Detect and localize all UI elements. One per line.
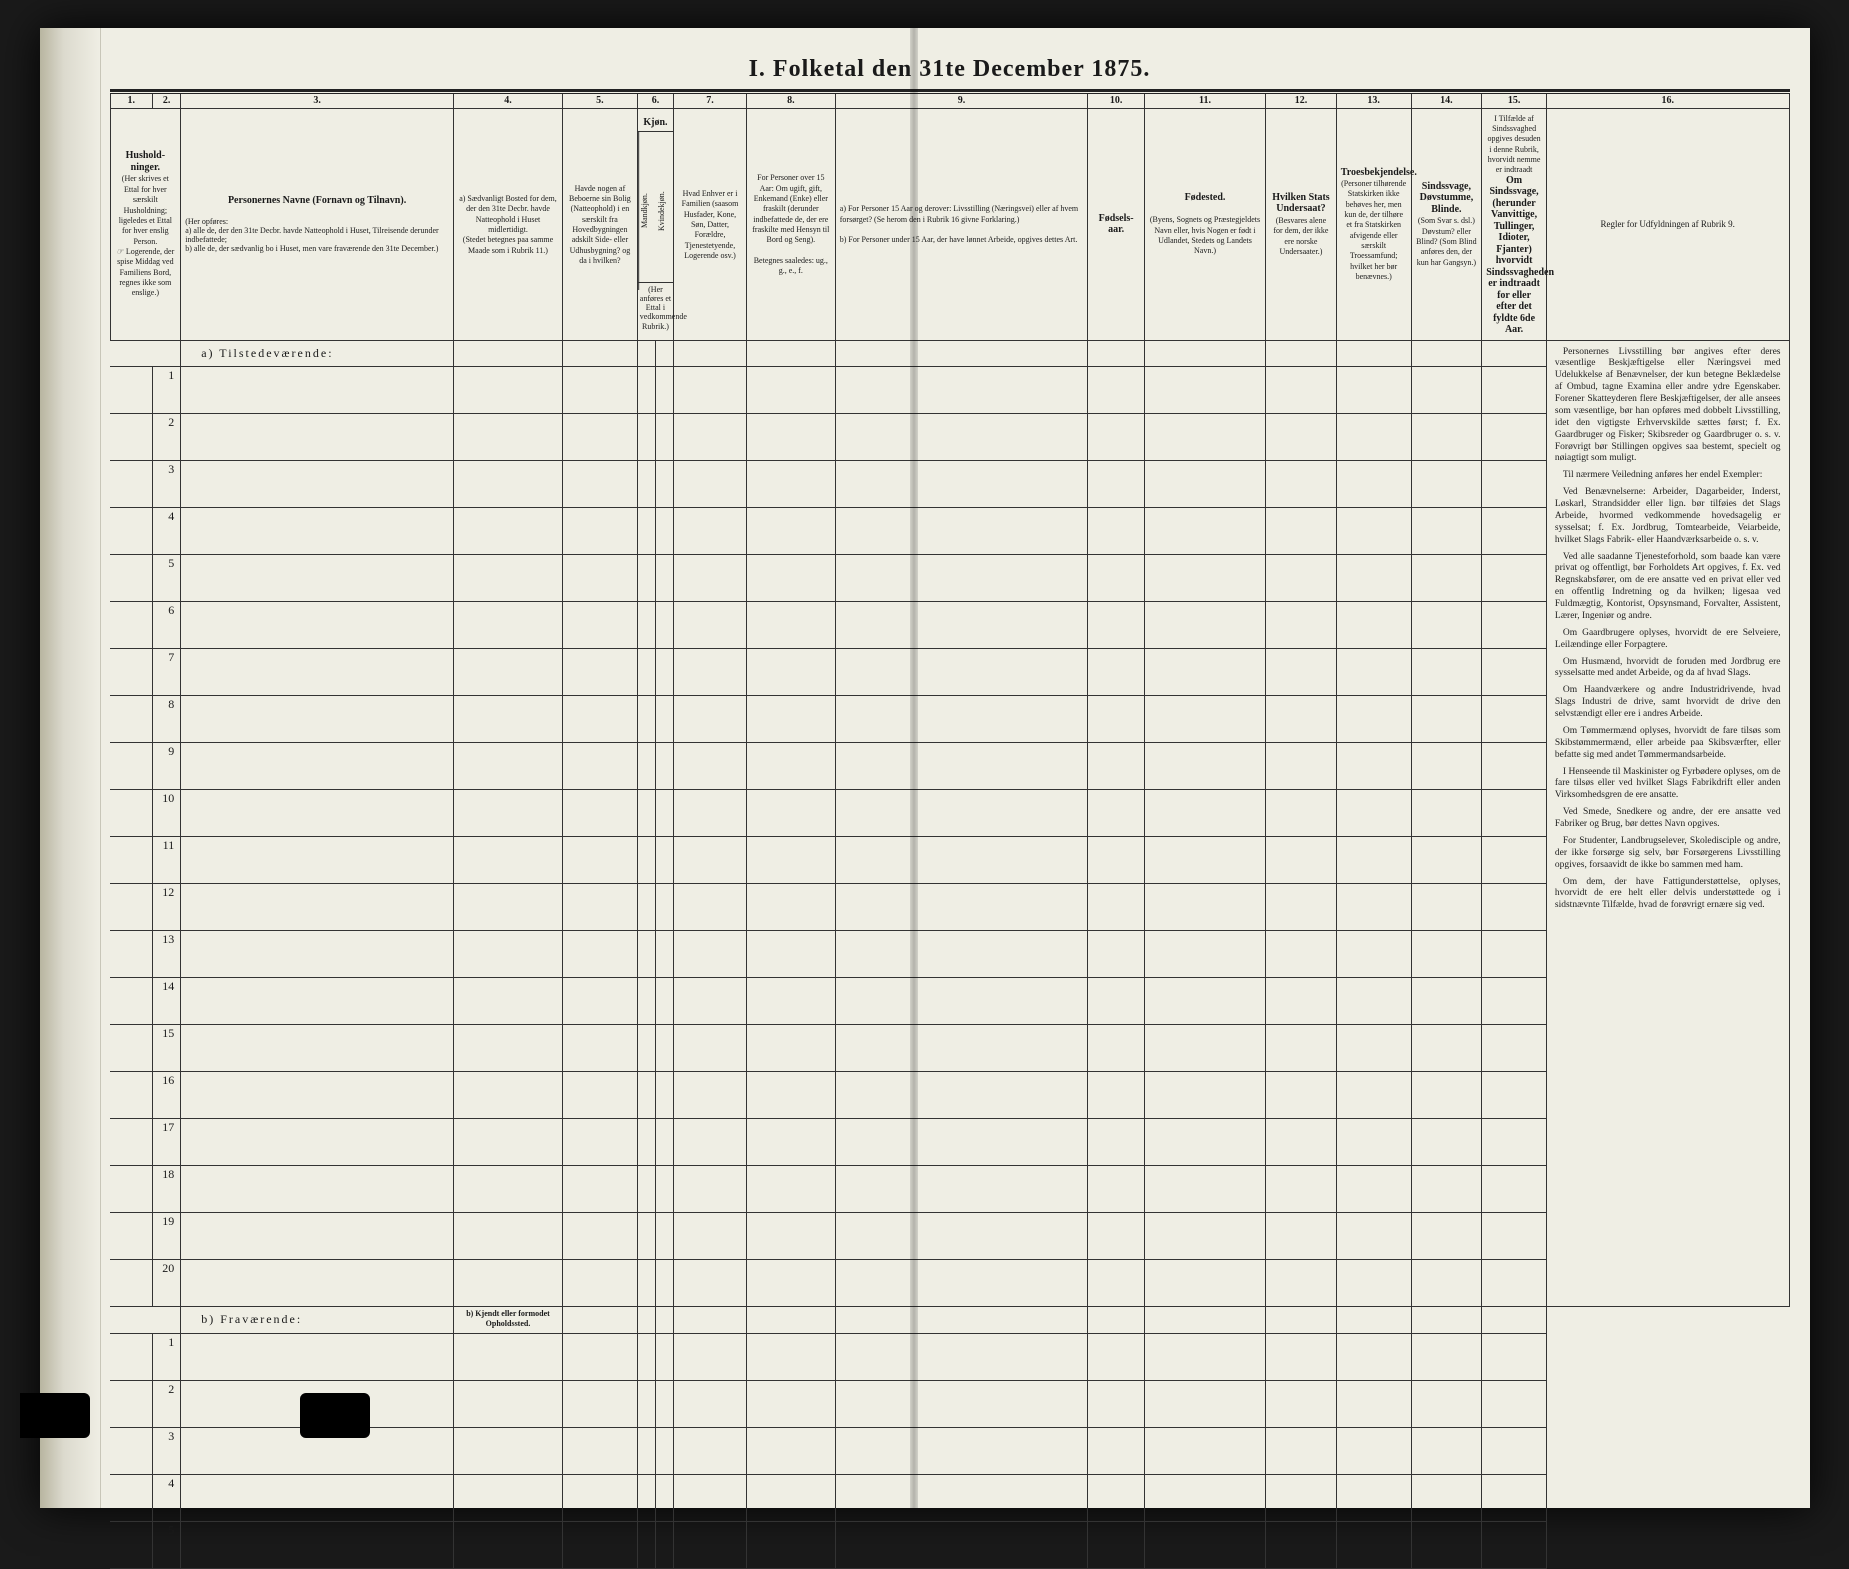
row-b-5: 5 — [110, 1522, 1789, 1569]
section-b-label-row: b) Fraværende:b) Kjendt eller formodet O… — [110, 1307, 1789, 1334]
hdr-16: Regler for Udfyldningen af Rubrik 9. — [1546, 108, 1789, 340]
colnum-14: 14. — [1411, 94, 1482, 108]
colnum-8: 8. — [746, 94, 835, 108]
colnum-6: 6. — [637, 94, 673, 108]
hdr-3: Personernes Navne (Fornavn og Tilnavn). … — [181, 108, 454, 340]
colnum-3: 3. — [181, 94, 454, 108]
book-spine — [910, 28, 918, 1508]
row-a-15: 15 — [110, 1025, 1789, 1072]
hdr-5: Havde nogen af Beboerne sin Bolig (Natte… — [563, 108, 638, 340]
colnum-13: 13. — [1336, 94, 1411, 108]
row-a-3: 3 — [110, 461, 1789, 508]
row-a-7: 7 — [110, 649, 1789, 696]
hdr-13: Troesbekjendelse. (Personer tilhørende S… — [1336, 108, 1411, 340]
hdr-10: Fødsels-aar. — [1088, 108, 1145, 340]
census-table: 1.2.3.4.5.6.7.8.9.10.11.12.13.14.15.16. … — [110, 94, 1790, 1569]
row-a-5: 5 — [110, 555, 1789, 602]
row-a-10: 10 — [110, 790, 1789, 837]
colnum-7: 7. — [674, 94, 747, 108]
colnum-1: 1. — [110, 94, 152, 108]
row-a-6: 6 — [110, 602, 1789, 649]
row-a-8: 8 — [110, 696, 1789, 743]
column-number-row: 1.2.3.4.5.6.7.8.9.10.11.12.13.14.15.16. — [110, 94, 1789, 108]
colnum-9: 9. — [835, 94, 1088, 108]
colnum-10: 10. — [1088, 94, 1145, 108]
hdr-11: Fødested. (Byens, Sognets og Præstegjeld… — [1144, 108, 1265, 340]
hdr-8: For Personer over 15 Aar: Om ugift, gift… — [746, 108, 835, 340]
hdr-12: Hvilken Stats Undersaat? (Besvares alene… — [1266, 108, 1337, 340]
book-spread: I. Folketal den 31te December 1875. 1.2.… — [40, 28, 1810, 1508]
page-stack-edge — [40, 28, 101, 1508]
row-a-12: 12 — [110, 884, 1789, 931]
row-a-18: 18 — [110, 1166, 1789, 1213]
row-a-14: 14 — [110, 978, 1789, 1025]
colnum-16: 16. — [1546, 94, 1789, 108]
colnum-11: 11. — [1144, 94, 1265, 108]
page-title: I. Folketal den 31te December 1875. — [110, 56, 1790, 83]
black-tab-left — [20, 1393, 90, 1438]
hdr-9: a) For Personer 15 Aar og derover: Livss… — [835, 108, 1088, 340]
section-a-body: a) Tilstedeværende:Personernes Livsstill… — [110, 340, 1789, 1307]
hdr-7: Hvad Enhver er i Familien (saasom Husfad… — [674, 108, 747, 340]
row-a-13: 13 — [110, 931, 1789, 978]
row-a-1: 1 — [110, 367, 1789, 414]
colnum-15: 15. — [1482, 94, 1547, 108]
row-b-1: 1 — [110, 1334, 1789, 1381]
row-a-2: 2 — [110, 414, 1789, 461]
hdr-6: Kjøn. Mandkjøn. Kvindekjøn. (Her anføres… — [637, 108, 673, 340]
row-a-19: 19 — [110, 1213, 1789, 1260]
row-a-4: 4 — [110, 508, 1789, 555]
header-row: Hushold-ninger. (Her skrives et Ettal fo… — [110, 108, 1789, 340]
rule-thick — [110, 89, 1790, 92]
hdr-15: I Tilfælde af Sindssvaghed opgives desud… — [1482, 108, 1547, 340]
colnum-4: 4. — [453, 94, 562, 108]
rules-text: Personernes Livsstilling bør angives eft… — [1546, 340, 1789, 1307]
page-content: I. Folketal den 31te December 1875. 1.2.… — [110, 48, 1790, 1488]
row-a-17: 17 — [110, 1119, 1789, 1166]
colnum-12: 12. — [1266, 94, 1337, 108]
hdr-4: a) Sædvanligt Bosted for dem, der den 31… — [453, 108, 562, 340]
black-tab-right — [300, 1393, 370, 1438]
row-a-20: 20 — [110, 1260, 1789, 1307]
hdr-14: Sindssvage, Døvstumme, Blinde. (Som Svar… — [1411, 108, 1482, 340]
row-a-11: 11 — [110, 837, 1789, 884]
row-b-4: 4 — [110, 1475, 1789, 1522]
row-a-9: 9 — [110, 743, 1789, 790]
colnum-5: 5. — [563, 94, 638, 108]
row-a-16: 16 — [110, 1072, 1789, 1119]
section-a-label-row: a) Tilstedeværende:Personernes Livsstill… — [110, 340, 1789, 367]
colnum-2: 2. — [152, 94, 180, 108]
hdr-1-2: Hushold-ninger. (Her skrives et Ettal fo… — [110, 108, 181, 340]
